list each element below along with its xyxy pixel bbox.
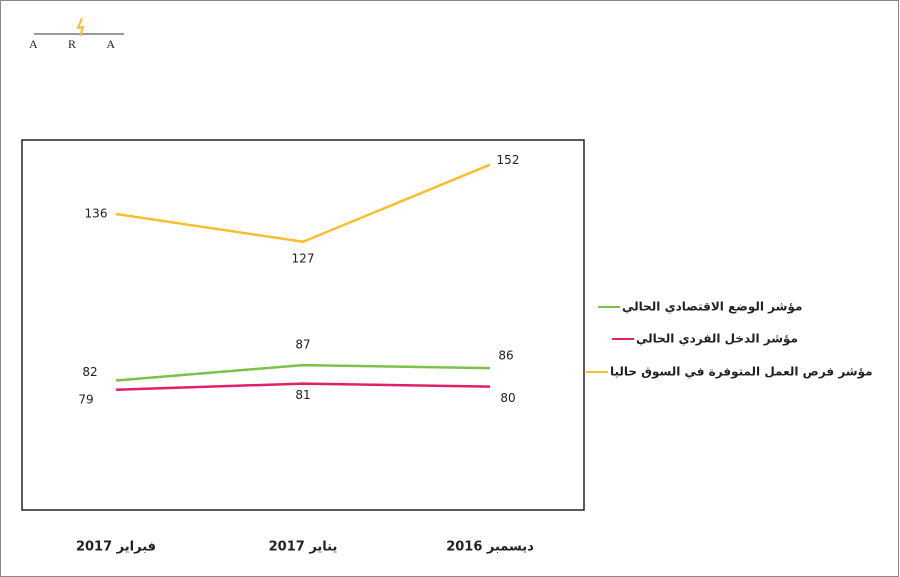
series-line (115, 163, 491, 244)
data-label: 127 (292, 251, 315, 265)
legend-label: مؤشر فرص العمل المتوفرة في السوق حاليا (610, 365, 873, 380)
data-label: 87 (295, 338, 310, 352)
series-line (115, 363, 491, 382)
data-label: 136 (85, 207, 108, 221)
plot-frame (21, 139, 585, 511)
data-label: 80 (500, 391, 515, 405)
data-label: 86 (498, 349, 513, 363)
data-label: 152 (497, 153, 520, 167)
series-line (115, 382, 491, 391)
x-tick-label: يناير 2017 (269, 540, 338, 555)
data-label: 79 (78, 392, 93, 406)
legend-label: مؤشر الدخل الفردي الحالي (636, 332, 798, 347)
legend-label: مؤشر الوضع الاقتصادي الحالي (622, 300, 802, 315)
logo: A R A (29, 37, 129, 51)
x-tick-label: فبراير 2017 (76, 540, 156, 555)
x-tick-label: ديسمبر 2016 (446, 540, 534, 555)
data-label: 81 (295, 388, 310, 402)
data-label: 82 (82, 365, 97, 379)
logo-bolt (76, 17, 85, 37)
